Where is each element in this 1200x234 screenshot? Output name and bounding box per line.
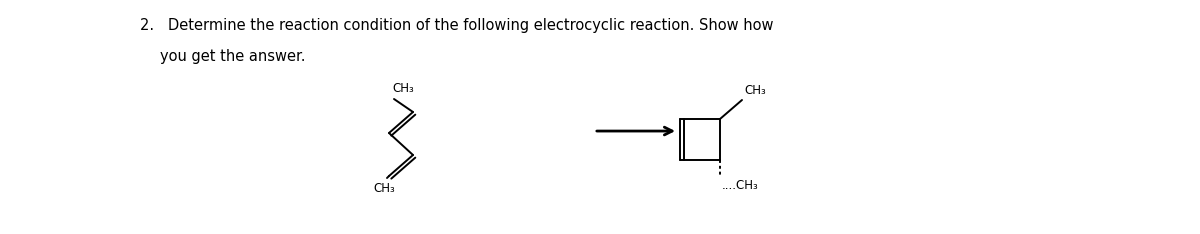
Text: 2.   Determine the reaction condition of the following electrocyclic reaction. S: 2. Determine the reaction condition of t… [140, 18, 774, 33]
Text: CH₃: CH₃ [373, 182, 395, 195]
Text: you get the answer.: you get the answer. [160, 49, 306, 64]
Text: ....CH₃: ....CH₃ [722, 179, 758, 192]
Text: CH₃: CH₃ [392, 82, 414, 95]
Text: CH₃: CH₃ [744, 84, 766, 97]
